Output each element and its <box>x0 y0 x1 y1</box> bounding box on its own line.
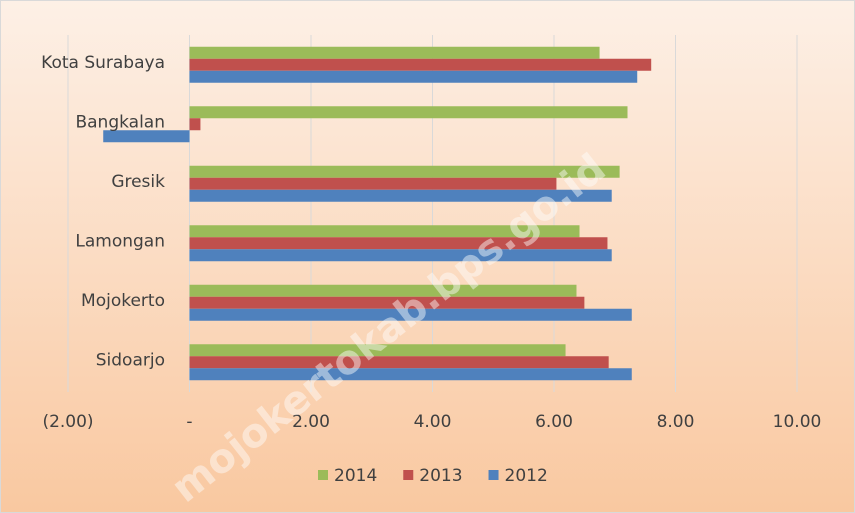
bar <box>189 368 632 381</box>
bar <box>103 130 190 143</box>
bar <box>189 296 585 309</box>
bar <box>189 70 638 83</box>
x-tick-label: (2.00) <box>42 412 93 432</box>
legend-label: 2012 <box>505 466 548 486</box>
x-tick-label: 10.00 <box>773 412 822 432</box>
bar <box>189 189 612 202</box>
category-label: Mojokerto <box>81 291 165 311</box>
legend-swatch <box>318 470 328 480</box>
bar <box>189 344 566 357</box>
x-tick-label: 4.00 <box>414 412 452 432</box>
x-tick-label: 2.00 <box>292 412 330 432</box>
bar <box>189 58 652 71</box>
x-tick-label: - <box>186 412 192 432</box>
category-label: Bangkalan <box>75 112 165 132</box>
category-label: Sidoarjo <box>96 350 165 370</box>
bar <box>189 284 577 297</box>
bar <box>189 177 557 190</box>
bar <box>189 225 580 238</box>
legend-swatch <box>488 470 499 480</box>
legend-label: 2014 <box>334 466 377 486</box>
bar <box>189 118 201 131</box>
category-label: Gresik <box>111 172 165 192</box>
legend-label: 2013 <box>419 466 462 486</box>
bar <box>189 165 620 178</box>
category-label: Kota Surabaya <box>41 53 165 73</box>
bar <box>189 106 628 119</box>
bar <box>189 308 632 321</box>
bar <box>189 249 612 262</box>
bar <box>189 46 600 59</box>
bar <box>189 356 609 369</box>
legend-swatch <box>403 470 414 480</box>
bar <box>189 237 608 250</box>
x-tick-label: 8.00 <box>657 412 695 432</box>
category-label: Lamongan <box>75 231 165 251</box>
x-tick-label: 6.00 <box>535 412 573 432</box>
plot-area: (2.00) - 2.00 4.00 6.00 8.00 10.00 Kota Surabay… <box>41 35 821 486</box>
